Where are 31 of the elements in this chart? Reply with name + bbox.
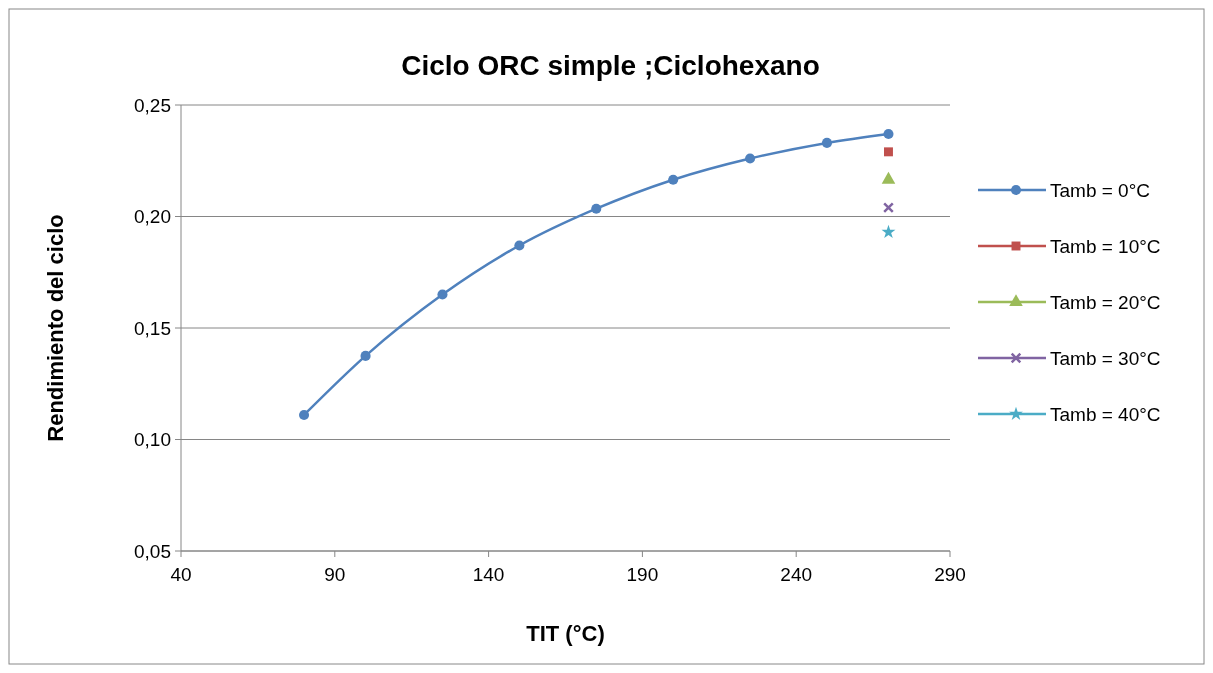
point: [298, 409, 310, 421]
y-axis-title: Rendimiento del ciclo: [43, 214, 68, 442]
point: [882, 202, 895, 214]
legend-label: Tamb = 10°C: [1050, 235, 1161, 257]
point: [360, 350, 371, 361]
y-tick-label: 0,15: [134, 317, 171, 339]
y-tick-label: 0,05: [134, 540, 171, 562]
x-tick-label: 290: [934, 564, 966, 585]
point: [884, 147, 893, 157]
chart-title: Ciclo ORC simple ;Ciclohexano: [401, 50, 820, 81]
x-tick-label: 240: [780, 564, 813, 585]
point: [514, 240, 525, 251]
point: [668, 174, 679, 185]
x-tick-label: 140: [472, 564, 505, 585]
legend-label: Tamb = 20°C: [1050, 291, 1161, 313]
point: [591, 203, 602, 214]
x-tick-label: 40: [170, 564, 192, 585]
y-tick-label: 0,10: [134, 429, 171, 451]
x-axis-title: TIT (°C): [526, 621, 605, 646]
legend-label: Tamb = 40°C: [1050, 403, 1161, 425]
y-tick-label: 0,25: [134, 94, 171, 116]
point: [883, 128, 894, 140]
legend-label: Tamb = 30°C: [1050, 347, 1161, 369]
point: [821, 137, 833, 148]
y-tick-label: 0,20: [134, 206, 171, 228]
x-tick-label: 90: [324, 564, 346, 585]
point: [881, 224, 896, 239]
x-tick-label: 190: [626, 564, 659, 585]
point: [745, 153, 756, 164]
point: [437, 289, 448, 300]
legend-label: Tamb = 0°C: [1050, 179, 1151, 201]
